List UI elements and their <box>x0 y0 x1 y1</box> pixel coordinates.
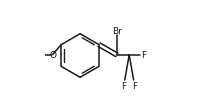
Text: F: F <box>122 81 127 90</box>
Text: O: O <box>49 51 56 60</box>
Text: Br: Br <box>112 27 122 36</box>
Text: F: F <box>141 51 146 60</box>
Text: F: F <box>132 81 137 90</box>
